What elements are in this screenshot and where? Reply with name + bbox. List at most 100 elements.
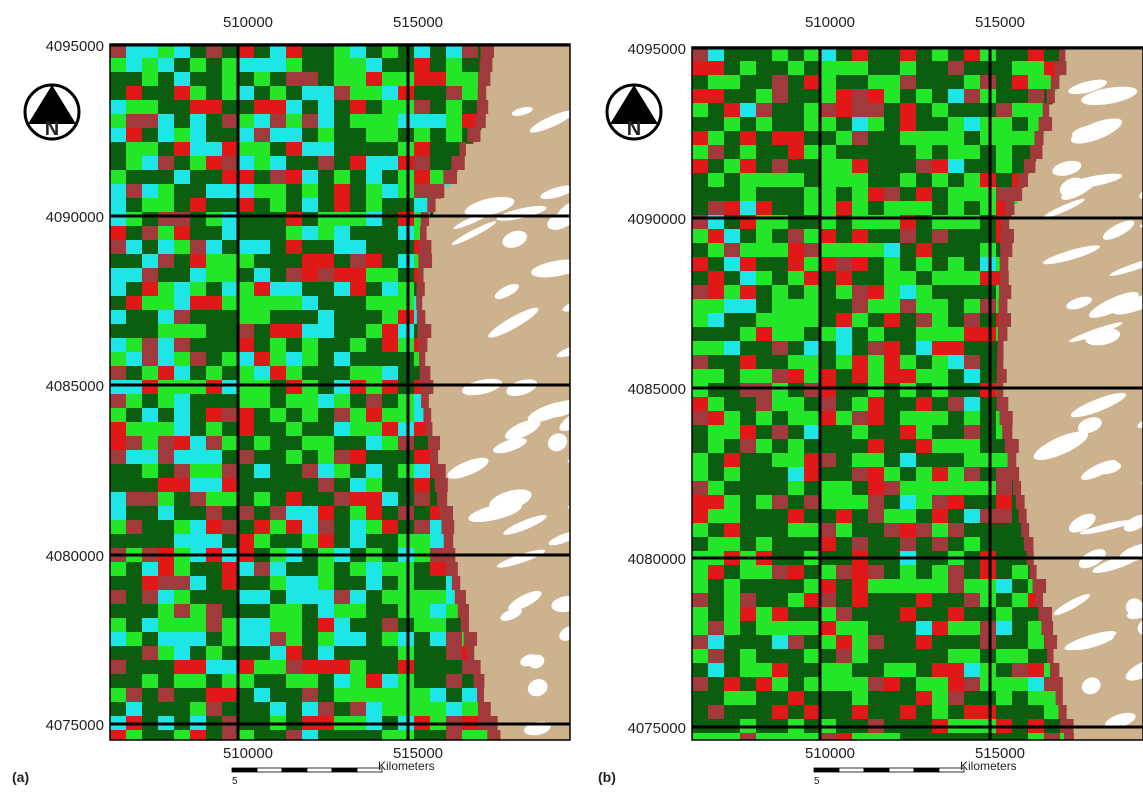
field	[692, 705, 710, 721]
field	[270, 282, 288, 299]
field	[222, 226, 242, 241]
map-panel	[692, 47, 1143, 740]
field	[158, 114, 180, 130]
field	[740, 607, 759, 623]
field	[126, 170, 144, 185]
field	[980, 355, 997, 372]
field	[254, 506, 273, 522]
field	[868, 621, 888, 638]
field	[868, 565, 890, 582]
field	[174, 450, 194, 467]
field	[334, 254, 351, 271]
field	[350, 226, 370, 242]
field	[964, 89, 982, 104]
field	[142, 198, 163, 214]
field	[772, 103, 793, 119]
coastal-strip	[996, 369, 1007, 383]
y-coordinate: 4085000	[628, 381, 686, 398]
field	[126, 646, 148, 661]
field	[286, 632, 304, 647]
field	[254, 254, 273, 270]
field	[238, 142, 255, 158]
field	[270, 520, 287, 537]
field	[366, 128, 385, 143]
field	[836, 103, 857, 118]
field	[1012, 103, 1029, 119]
field	[142, 58, 162, 75]
field	[964, 649, 983, 664]
field	[414, 170, 433, 185]
field	[270, 184, 290, 199]
field	[740, 481, 762, 498]
field	[836, 495, 857, 512]
field	[254, 590, 271, 607]
field	[350, 100, 369, 117]
field	[884, 299, 905, 314]
field	[398, 240, 415, 257]
field	[334, 688, 352, 703]
field	[334, 590, 354, 606]
coastal-strip	[451, 576, 461, 590]
field	[980, 61, 997, 78]
field	[916, 313, 934, 330]
coastal-strip	[999, 257, 1009, 271]
field	[206, 660, 224, 677]
field	[900, 103, 917, 118]
field	[740, 229, 758, 245]
coastal-strip	[427, 436, 441, 450]
field	[756, 299, 775, 314]
field	[334, 576, 353, 593]
y-coordinate: 4080000	[628, 551, 686, 568]
field	[254, 394, 273, 410]
field	[190, 226, 207, 242]
field	[270, 646, 288, 661]
field	[382, 268, 400, 285]
field	[286, 492, 303, 509]
field	[772, 201, 789, 217]
coastal-strip	[1058, 47, 1066, 61]
field	[916, 383, 933, 398]
field	[110, 576, 131, 592]
coastal-strip	[416, 310, 426, 324]
field	[708, 243, 727, 259]
field	[740, 649, 759, 666]
coastal-strip	[417, 324, 432, 338]
field	[804, 159, 822, 176]
field	[158, 492, 177, 507]
field	[932, 705, 950, 721]
field	[222, 72, 241, 87]
field	[708, 229, 726, 244]
field	[948, 411, 965, 428]
field	[126, 282, 147, 298]
field	[318, 464, 338, 481]
field	[126, 534, 143, 550]
field	[158, 632, 177, 648]
field	[772, 467, 789, 482]
field	[446, 730, 465, 740]
field	[740, 257, 757, 274]
coastal-strip	[430, 450, 439, 464]
field	[142, 352, 160, 368]
field	[948, 187, 968, 204]
highland	[468, 502, 522, 522]
field	[884, 61, 901, 78]
field	[222, 352, 241, 368]
field	[756, 159, 776, 175]
highland	[540, 185, 570, 200]
field	[142, 282, 161, 298]
field	[964, 537, 982, 554]
field	[868, 663, 887, 678]
field	[206, 380, 224, 397]
field	[916, 243, 936, 260]
field	[820, 243, 841, 258]
field	[302, 618, 319, 635]
field	[836, 145, 856, 162]
field	[836, 187, 857, 203]
field	[708, 607, 728, 623]
field	[788, 103, 809, 119]
field	[190, 198, 210, 213]
field	[964, 425, 984, 442]
field	[740, 117, 759, 134]
field	[254, 464, 271, 481]
